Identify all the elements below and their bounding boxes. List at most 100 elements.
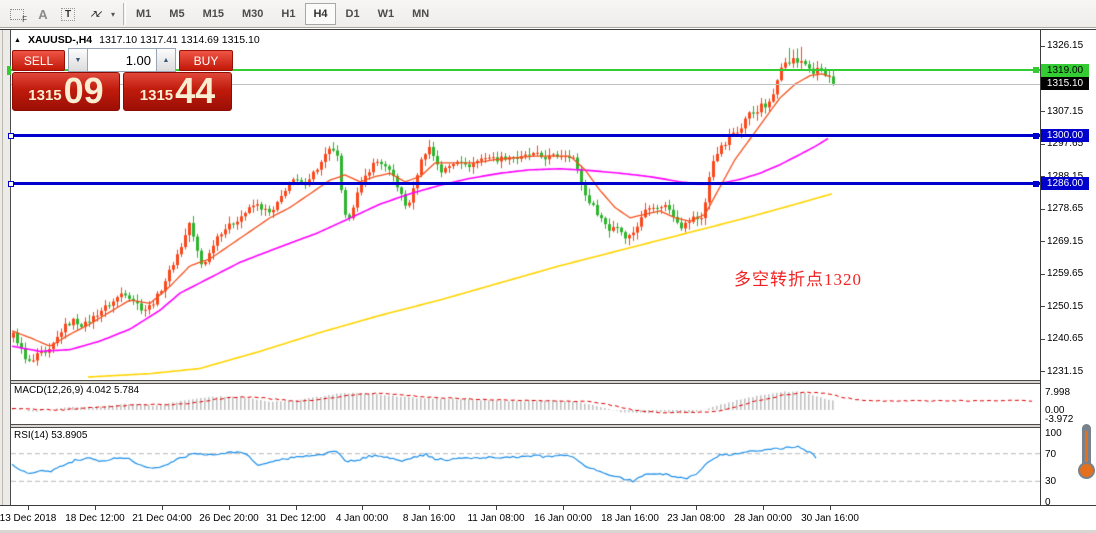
date-axis-label: 13 Dec 2018 — [0, 513, 57, 524]
price-axis-tick-dash — [1041, 45, 1045, 47]
timeframe-button-M15[interactable]: M15 — [202, 8, 224, 20]
chart-annotation-text: 多空转折点1320 — [734, 270, 862, 289]
date-axis-tick — [496, 506, 497, 510]
price-axis-tick: 1326.15 — [1047, 40, 1084, 52]
date-axis-tick — [830, 506, 831, 510]
level-line-1300.00[interactable] — [11, 134, 1040, 138]
price-badge-1300: 1300.00 — [1041, 129, 1089, 143]
buy-button[interactable]: BUY — [179, 50, 233, 71]
date-axis-label: 26 Dec 20:00 — [199, 513, 259, 524]
toolbar: F A T ↗↙ ▾ M1 M5 M15 M30 H1 H4 D1 W1 MN — [0, 0, 1096, 28]
date-axis-label: 16 Jan 00:00 — [534, 513, 592, 524]
rsi-axis-label: 100 — [1045, 428, 1062, 439]
price-axis-tick: 1278.65 — [1047, 203, 1084, 215]
date-axis-tick — [696, 506, 697, 510]
date-axis-tick — [229, 506, 230, 510]
timeframe-button-M5[interactable]: M5 — [169, 8, 185, 20]
price-badge-1319: 1319.00 — [1041, 63, 1089, 77]
toolbar-separator — [123, 3, 126, 25]
macd-indicator-canvas[interactable] — [11, 384, 1040, 424]
date-axis-tick — [362, 506, 363, 510]
date-axis-tick — [563, 506, 564, 510]
buy-price-main: 1315 — [139, 87, 174, 104]
price-axis-tick-dash — [1041, 273, 1045, 275]
timeframe-button-M1[interactable]: M1 — [136, 8, 152, 20]
macd-axis-label: 0.00 — [1045, 405, 1065, 416]
timeframe-button-H1[interactable]: H1 — [281, 8, 296, 20]
price-badge-1286: 1286.00 — [1041, 177, 1089, 191]
chart-header: ▲ XAUUSD-,H4 1317.10 1317.41 1314.69 131… — [14, 34, 260, 46]
level-line-1286.00[interactable] — [11, 182, 1040, 186]
date-axis-label: 30 Jan 16:00 — [801, 513, 859, 524]
sell-price-box[interactable]: 1315 09 — [12, 72, 120, 111]
price-axis-tick: 1288.15 — [1047, 171, 1083, 182]
level-handle-right[interactable] — [1033, 180, 1039, 187]
current-price-line — [11, 83, 1040, 85]
timeframe-button-D1[interactable]: D1 — [345, 8, 360, 20]
sell-price-pips: 09 — [63, 70, 104, 111]
price-axis-tick: 1269.15 — [1047, 235, 1084, 247]
price-axis-tick-dash — [1041, 208, 1045, 210]
buy-price-box[interactable]: 1315 44 — [123, 72, 232, 111]
level-handle-left[interactable] — [8, 132, 14, 139]
date-axis-label: 28 Jan 00:00 — [734, 513, 792, 524]
volume-increase-button[interactable]: ▲ — [156, 48, 176, 72]
date-axis-tick — [763, 506, 764, 510]
price-axis-tick: 1297.65 — [1047, 138, 1084, 150]
date-axis-label: 23 Jan 08:00 — [667, 513, 725, 524]
volume-decrease-button[interactable]: ▼ — [68, 48, 88, 72]
buy-price-pips: 44 — [175, 70, 216, 111]
price-axis-tick: 1250.15 — [1047, 300, 1084, 312]
price-axis-tick: 1307.15 — [1047, 105, 1084, 117]
price-axis-tick-dash — [1041, 241, 1045, 243]
date-axis-tick — [296, 506, 297, 510]
macd-label: MACD(12,26,9) 4.042 5.784 — [14, 385, 140, 396]
grid-f-icon[interactable]: F — [6, 4, 28, 24]
price-axis-tick-dash — [1041, 176, 1045, 178]
level-handle-right[interactable] — [1033, 132, 1039, 139]
date-axis-label: 31 Dec 12:00 — [266, 513, 326, 524]
panel-separator-macd[interactable] — [11, 380, 1040, 384]
timeframe-button-H4[interactable]: H4 — [305, 3, 336, 25]
level-handle-left[interactable] — [8, 180, 14, 187]
rsi-axis-label: 70 — [1045, 448, 1057, 460]
grid-f-icon-letter: F — [22, 14, 27, 24]
price-axis-tick-dash — [1041, 143, 1045, 145]
date-axis-label: 4 Jan 00:00 — [335, 513, 389, 524]
rsi-axis-label: 0 — [1045, 497, 1051, 508]
thermometer-icon — [1078, 424, 1095, 480]
macd-axis-label: -3.972 — [1045, 414, 1074, 426]
level-line-1319.00[interactable] — [11, 69, 1040, 72]
date-axis-tick — [95, 506, 96, 510]
price-axis-tick-dash — [1041, 371, 1045, 373]
price-axis-tick-dash — [1041, 111, 1045, 113]
date-axis-label: 8 Jan 16:00 — [402, 513, 456, 524]
rsi-label: RSI(14) 53.8905 — [14, 430, 88, 441]
grid-f-icon-box: F — [10, 8, 27, 24]
date-axis-label: 11 Jan 08:00 — [467, 513, 525, 524]
level-handle-right[interactable] — [1033, 67, 1039, 74]
price-axis-tick: 1231.15 — [1047, 365, 1084, 377]
rsi-indicator-canvas[interactable] — [11, 428, 1040, 505]
date-axis-label: 18 Jan 16:00 — [601, 513, 659, 524]
timeframe-button-M30[interactable]: M30 — [241, 8, 264, 20]
ohlc-values: 1317.10 1317.41 1314.69 1315.10 — [99, 34, 260, 46]
panel-separator-rsi[interactable] — [11, 424, 1040, 428]
date-axis: 13 Dec 2018 18 Dec 12:00 21 Dec 04:00 26 De… — [0, 505, 1096, 530]
left-window-frame — [0, 30, 11, 530]
level-handle-left[interactable] — [7, 65, 11, 75]
arrows-dropdown-caret-icon[interactable]: ▾ — [110, 9, 115, 19]
date-axis-tick — [630, 506, 631, 510]
timeframe-button-W1[interactable]: W1 — [377, 8, 395, 20]
window-bottom-edge — [0, 530, 1096, 533]
text-label-icon[interactable]: A — [38, 6, 48, 22]
price-axis-tick-dash — [1041, 338, 1045, 340]
arrows-tool-icon[interactable]: ↗↙ — [89, 8, 104, 20]
symbol-title: XAUUSD-,H4 — [27, 34, 93, 46]
sell-button[interactable]: SELL — [12, 50, 65, 71]
chart-window-border — [0, 29, 1096, 30]
price-axis-tick: 1240.65 — [1047, 333, 1084, 345]
timeframe-button-MN[interactable]: MN — [412, 8, 430, 20]
text-tool-icon[interactable]: T — [58, 4, 78, 24]
volume-input[interactable] — [88, 48, 156, 72]
